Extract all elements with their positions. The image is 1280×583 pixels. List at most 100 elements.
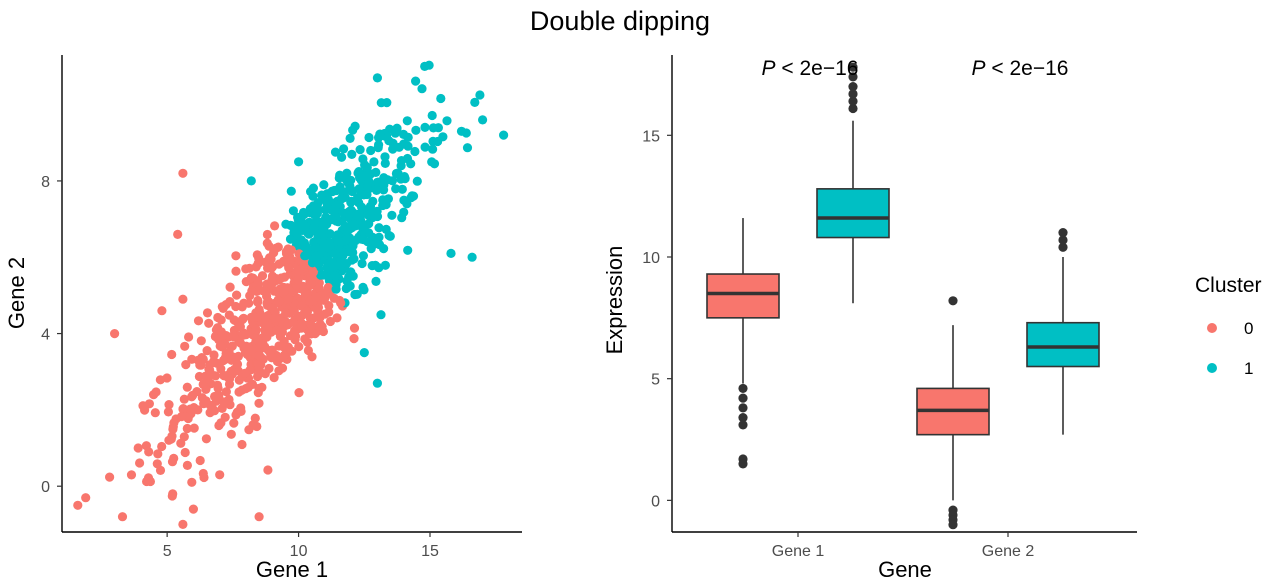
scatter-point-cluster-1 xyxy=(380,158,390,168)
scatter-point-cluster-0 xyxy=(182,382,192,392)
scatter-y-axis-title: Gene 2 xyxy=(4,257,29,329)
scatter-x-tick-label: 10 xyxy=(290,543,308,560)
scatter-point-cluster-1 xyxy=(340,221,350,231)
box-cluster-1-gene-2 xyxy=(1026,321,1100,368)
scatter-point-cluster-0 xyxy=(274,366,284,376)
scatter-point-cluster-1 xyxy=(336,256,346,266)
scatter-point-cluster-0 xyxy=(181,360,191,370)
scatter-point-cluster-1 xyxy=(396,161,406,171)
scatter-point-cluster-1 xyxy=(322,200,332,211)
scatter-point-cluster-0 xyxy=(193,405,203,415)
scatter-point-cluster-1 xyxy=(390,128,400,138)
scatter-point-cluster-1 xyxy=(399,172,409,182)
scatter-point-cluster-0 xyxy=(182,460,192,470)
scatter-point-cluster-0 xyxy=(173,229,183,239)
scatter-point-cluster-1 xyxy=(294,220,304,230)
scatter-point-cluster-0 xyxy=(293,275,303,285)
scatter-point-cluster-1 xyxy=(349,219,359,229)
scatter-point-cluster-0 xyxy=(247,286,257,296)
scatter-point-cluster-0 xyxy=(196,336,206,346)
scatter-point-cluster-0 xyxy=(254,512,264,522)
scatter-point-cluster-1 xyxy=(355,212,365,222)
box-elements xyxy=(706,62,1100,530)
scatter-point-cluster-1 xyxy=(428,123,438,133)
scatter-point-cluster-1 xyxy=(331,185,342,196)
scatter-point-cluster-1 xyxy=(350,289,360,300)
scatter-point-cluster-1 xyxy=(408,191,419,201)
scatter-point-cluster-0 xyxy=(294,388,304,398)
scatter-point-cluster-1 xyxy=(369,157,379,167)
scatter-point-cluster-0 xyxy=(167,457,178,467)
p-value-annotations: P < 2e−16 P < 2e−16 xyxy=(762,57,1069,80)
box-outlier xyxy=(848,96,858,106)
scatter-point-cluster-0 xyxy=(280,272,290,282)
scatter-point-cluster-0 xyxy=(178,294,188,304)
scatter-point-cluster-0 xyxy=(237,385,247,395)
box-y-tick-label: 15 xyxy=(642,128,660,145)
scatter-point-cluster-1 xyxy=(456,126,467,136)
scatter-point-cluster-1 xyxy=(359,348,369,358)
scatter-point-cluster-1 xyxy=(370,260,380,270)
scatter-point-cluster-1 xyxy=(470,97,480,107)
scatter-point-cluster-1 xyxy=(391,184,401,194)
scatter-point-cluster-1 xyxy=(343,247,353,257)
scatter-point-cluster-1 xyxy=(345,281,355,291)
scatter-point-cluster-0 xyxy=(215,341,225,351)
p-value-label: P < 2e−16 xyxy=(972,57,1069,80)
scatter-point-cluster-1 xyxy=(327,214,337,225)
scatter-point-cluster-0 xyxy=(164,435,174,445)
scatter-point-cluster-0 xyxy=(216,418,226,428)
scatter-point-cluster-1 xyxy=(371,185,382,195)
scatter-point-cluster-0 xyxy=(247,379,258,389)
box-y-tick-label: 10 xyxy=(642,250,660,267)
scatter-point-cluster-0 xyxy=(151,387,161,397)
scatter-point-cluster-0 xyxy=(226,429,236,439)
scatter-panel: 5 10 15 0 4 8 Gene 1 Gene 2 xyxy=(4,55,522,582)
scatter-point-cluster-1 xyxy=(332,200,342,210)
scatter-point-cluster-1 xyxy=(330,147,341,157)
scatter-point-cluster-0 xyxy=(267,275,277,285)
scatter-point-cluster-0 xyxy=(157,306,167,316)
scatter-point-cluster-0 xyxy=(309,313,319,323)
legend-label-1: 1 xyxy=(1244,359,1253,378)
scatter-point-cluster-0 xyxy=(260,369,270,379)
scatter-point-cluster-0 xyxy=(262,229,272,240)
scatter-point-cluster-0 xyxy=(218,303,228,313)
box-y-ticks: 0 5 10 15 xyxy=(642,128,672,510)
scatter-point-cluster-1 xyxy=(331,278,341,288)
scatter-point-cluster-1 xyxy=(402,116,412,126)
scatter-point-cluster-0 xyxy=(81,493,91,503)
box-x-tick-label: Gene 2 xyxy=(982,543,1035,560)
box-outlier xyxy=(738,383,748,394)
scatter-point-cluster-1 xyxy=(346,197,356,207)
scatter-point-cluster-0 xyxy=(110,329,120,339)
scatter-point-cluster-0 xyxy=(144,447,154,457)
scatter-point-cluster-0 xyxy=(197,393,207,403)
scatter-point-cluster-1 xyxy=(319,180,329,190)
scatter-point-cluster-0 xyxy=(195,360,205,370)
scatter-point-cluster-1 xyxy=(311,251,321,261)
scatter-point-cluster-1 xyxy=(288,206,298,216)
box-outlier xyxy=(738,420,748,430)
scatter-point-cluster-1 xyxy=(374,223,384,233)
legend-title: Cluster xyxy=(1195,274,1262,297)
scatter-point-cluster-1 xyxy=(308,201,318,211)
box-outlier xyxy=(738,403,748,413)
scatter-point-cluster-1 xyxy=(333,235,343,245)
scatter-point-cluster-0 xyxy=(145,476,155,487)
scatter-point-cluster-0 xyxy=(324,307,334,317)
scatter-point-cluster-0 xyxy=(225,282,235,292)
scatter-point-cluster-1 xyxy=(382,98,392,108)
box-outlier xyxy=(1058,235,1068,245)
scatter-point-cluster-1 xyxy=(462,143,473,153)
scatter-point-cluster-0 xyxy=(323,282,333,293)
scatter-point-cluster-1 xyxy=(397,184,407,194)
scatter-point-cluster-0 xyxy=(244,425,254,435)
scatter-point-cluster-0 xyxy=(227,369,237,379)
scatter-point-cluster-0 xyxy=(238,330,248,340)
scatter-point-cluster-1 xyxy=(478,115,488,125)
scatter-point-cluster-0 xyxy=(267,303,277,313)
scatter-point-cluster-0 xyxy=(235,405,245,415)
scatter-point-cluster-0 xyxy=(73,500,83,510)
